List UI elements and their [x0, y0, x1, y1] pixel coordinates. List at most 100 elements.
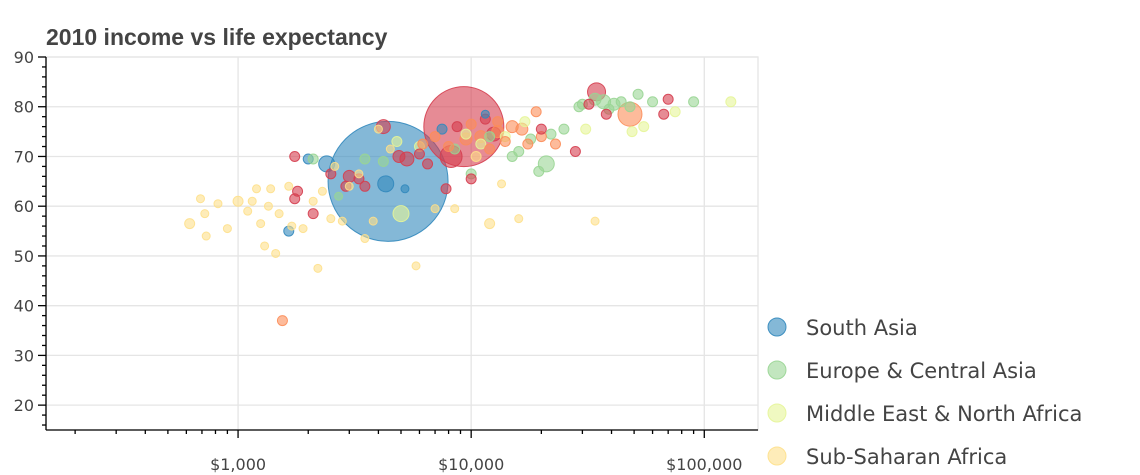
- data-point: [615, 96, 627, 108]
- data-point: [284, 181, 294, 191]
- data-point: [360, 234, 370, 244]
- data-point: [638, 121, 650, 133]
- data-point: [287, 221, 297, 231]
- data-point: [647, 96, 659, 108]
- data-point: [492, 116, 504, 128]
- data-point: [513, 145, 525, 157]
- data-point: [252, 184, 262, 194]
- data-point: [514, 214, 524, 224]
- data-point: [274, 209, 284, 219]
- data-point: [450, 204, 460, 214]
- data-point: [411, 261, 421, 271]
- data-point: [243, 206, 253, 216]
- data-point: [519, 116, 531, 128]
- legend-label: South Asia: [806, 316, 918, 340]
- data-point: [392, 205, 410, 223]
- data-point: [626, 126, 638, 138]
- data-point: [470, 150, 482, 162]
- data-point: [201, 231, 211, 241]
- data-point: [460, 128, 472, 140]
- data-points: [184, 82, 737, 327]
- data-point: [430, 204, 440, 214]
- data-point: [308, 196, 318, 206]
- y-tick-label: 20: [14, 396, 34, 415]
- data-point: [256, 219, 266, 229]
- data-point: [440, 183, 452, 195]
- legend-marker: [767, 360, 787, 380]
- data-point: [624, 101, 636, 113]
- data-point: [480, 109, 490, 119]
- data-point: [222, 224, 232, 234]
- data-point: [558, 123, 570, 135]
- data-point: [337, 216, 347, 226]
- data-point: [484, 131, 496, 143]
- data-point: [443, 141, 455, 153]
- data-point: [662, 93, 674, 105]
- data-point: [451, 121, 463, 133]
- chart-title: 2010 income vs life expectancy: [46, 24, 388, 50]
- data-point: [533, 165, 545, 177]
- data-point: [423, 86, 505, 168]
- data-point: [330, 161, 340, 171]
- data-point: [499, 136, 511, 148]
- data-point: [377, 155, 389, 167]
- data-point: [260, 241, 270, 251]
- data-point: [658, 108, 670, 120]
- data-point: [276, 315, 288, 327]
- data-point: [354, 169, 364, 179]
- data-point: [669, 106, 681, 118]
- legend-label: Middle East & North Africa: [806, 402, 1082, 426]
- plot-frame: [45, 56, 759, 431]
- data-point: [325, 168, 337, 180]
- data-point: [289, 193, 301, 205]
- data-point: [417, 138, 429, 150]
- data-point: [359, 180, 371, 192]
- data-point: [298, 224, 308, 234]
- y-tick-label: 70: [14, 147, 34, 166]
- legend: South Asia Europe & Central Asia Middle Ea…: [767, 316, 1082, 469]
- y-tick-label: 90: [14, 48, 34, 67]
- data-point: [317, 186, 327, 196]
- y-tick-label: 40: [14, 297, 34, 316]
- data-point: [344, 181, 354, 191]
- data-point: [465, 118, 477, 130]
- data-point: [334, 191, 344, 201]
- data-point: [580, 123, 592, 135]
- legend-marker: [767, 446, 787, 466]
- data-point: [263, 201, 273, 211]
- y-tick-label: 30: [14, 346, 34, 365]
- data-point: [391, 136, 403, 148]
- data-point: [484, 218, 496, 230]
- x-tick-label: $1,000: [210, 455, 266, 474]
- data-point: [535, 123, 547, 135]
- data-point: [725, 96, 737, 108]
- data-point: [271, 248, 281, 258]
- data-point: [475, 138, 487, 150]
- data-point: [307, 208, 319, 220]
- legend-marker: [767, 317, 787, 337]
- data-point: [497, 179, 507, 189]
- x-tick-label: $100,000: [666, 455, 742, 474]
- data-point: [413, 148, 425, 160]
- data-point: [530, 106, 542, 118]
- data-point: [289, 150, 301, 162]
- data-point: [359, 153, 371, 165]
- y-tick-label: 50: [14, 247, 34, 266]
- data-point: [385, 144, 395, 154]
- data-point: [213, 199, 223, 209]
- data-point: [583, 98, 595, 110]
- data-point: [313, 263, 323, 273]
- data-point: [600, 108, 612, 120]
- grid-lines: [45, 56, 759, 431]
- data-point: [326, 214, 336, 224]
- data-point: [307, 153, 319, 165]
- data-point: [342, 169, 356, 183]
- legend-label: Europe & Central Asia: [806, 359, 1037, 383]
- data-point: [200, 209, 210, 219]
- data-point: [522, 138, 534, 150]
- data-point: [465, 173, 477, 185]
- data-point: [549, 138, 561, 150]
- data-point: [266, 184, 276, 194]
- data-point: [590, 216, 600, 226]
- data-point: [545, 128, 557, 140]
